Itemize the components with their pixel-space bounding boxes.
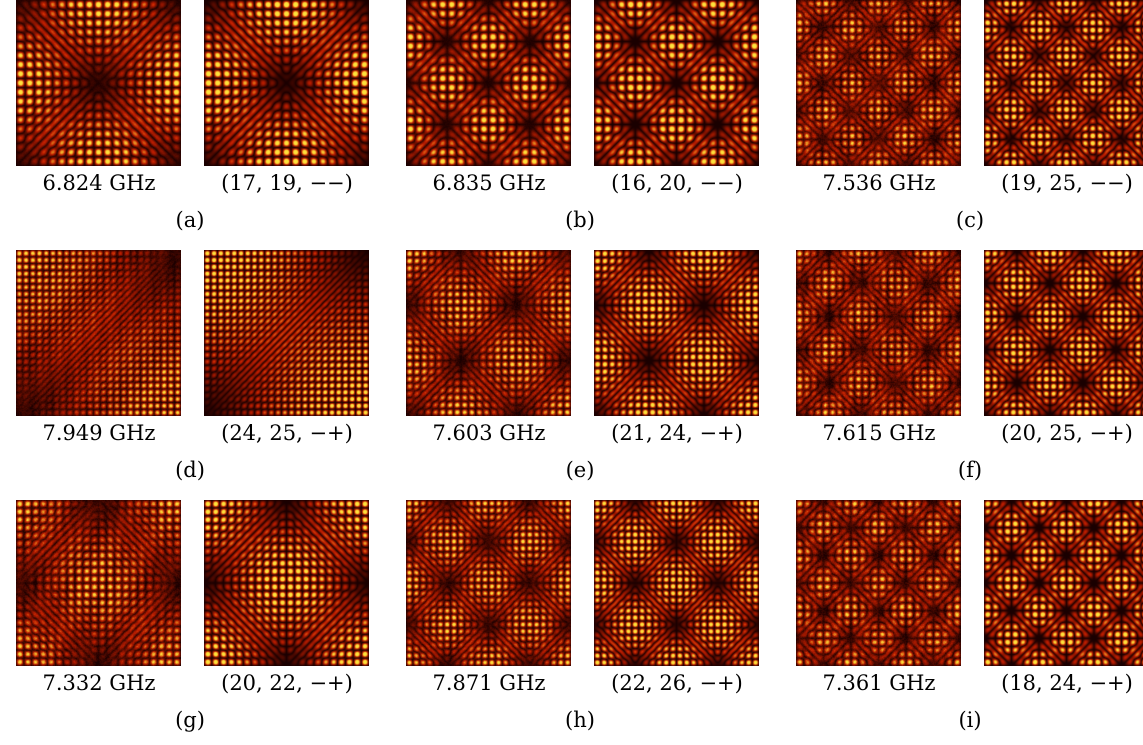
subfigure-label: (g) <box>175 708 205 732</box>
measured-frequency: 7.332 GHz <box>42 671 156 695</box>
mode-label: (19, 25, −−) <box>1001 171 1133 195</box>
mode-label: (20, 25, −+) <box>1001 421 1133 445</box>
measured-frequency: 7.615 GHz <box>822 421 936 445</box>
computed-mode-map <box>984 0 1143 166</box>
measured-frequency: 7.536 GHz <box>822 171 936 195</box>
measured-field-map <box>796 250 961 416</box>
mode-label: (22, 26, −+) <box>611 671 743 695</box>
measured-field-map <box>16 500 181 666</box>
measured-field-map <box>16 250 181 416</box>
panel-g: 7.332 GHz (20, 22, −+) (g) <box>8 500 390 745</box>
mode-label: (20, 22, −+) <box>221 671 353 695</box>
subfigure-label: (b) <box>565 208 595 232</box>
panel-e: 7.603 GHz (21, 24, −+) (e) <box>398 250 780 495</box>
measured-frequency: 7.361 GHz <box>822 671 936 695</box>
mode-label: (18, 24, −+) <box>1001 671 1133 695</box>
mode-label: (17, 19, −−) <box>221 171 353 195</box>
subfigure-label: (i) <box>958 708 982 732</box>
computed-mode-map <box>204 500 369 666</box>
subfigure-label: (c) <box>955 208 985 232</box>
measured-field-map <box>796 500 961 666</box>
subfigure-label: (h) <box>565 708 595 732</box>
computed-mode-map <box>984 500 1143 666</box>
measured-frequency: 7.871 GHz <box>432 671 546 695</box>
subfigure-label: (a) <box>175 208 205 232</box>
computed-mode-map <box>594 250 759 416</box>
panel-i: 7.361 GHz (18, 24, −+) (i) <box>788 500 1143 745</box>
subfigure-label: (d) <box>175 458 205 482</box>
measured-field-map <box>16 0 181 166</box>
mode-label: (21, 24, −+) <box>611 421 743 445</box>
computed-mode-map <box>984 250 1143 416</box>
panel-f: 7.615 GHz (20, 25, −+) (f) <box>788 250 1143 495</box>
measured-field-map <box>406 0 571 166</box>
computed-mode-map <box>594 0 759 166</box>
subfigure-label: (f) <box>957 458 983 482</box>
computed-mode-map <box>204 250 369 416</box>
computed-mode-map <box>204 0 369 166</box>
measured-field-map <box>406 500 571 666</box>
panel-h: 7.871 GHz (22, 26, −+) (h) <box>398 500 780 745</box>
panel-d: 7.949 GHz (24, 25, −+) (d) <box>8 250 390 495</box>
measured-field-map <box>406 250 571 416</box>
mode-label: (24, 25, −+) <box>221 421 353 445</box>
subfigure-label: (e) <box>565 458 595 482</box>
measured-field-map <box>796 0 961 166</box>
measured-frequency: 6.824 GHz <box>42 171 156 195</box>
measured-frequency: 7.603 GHz <box>432 421 546 445</box>
measured-frequency: 6.835 GHz <box>432 171 546 195</box>
mode-label: (16, 20, −−) <box>611 171 743 195</box>
panel-a: 6.824 GHz (17, 19, −−) (a) <box>8 0 390 245</box>
measured-frequency: 7.949 GHz <box>42 421 156 445</box>
panel-b: 6.835 GHz (16, 20, −−) (b) <box>398 0 780 245</box>
computed-mode-map <box>594 500 759 666</box>
panel-c: 7.536 GHz (19, 25, −−) (c) <box>788 0 1143 245</box>
